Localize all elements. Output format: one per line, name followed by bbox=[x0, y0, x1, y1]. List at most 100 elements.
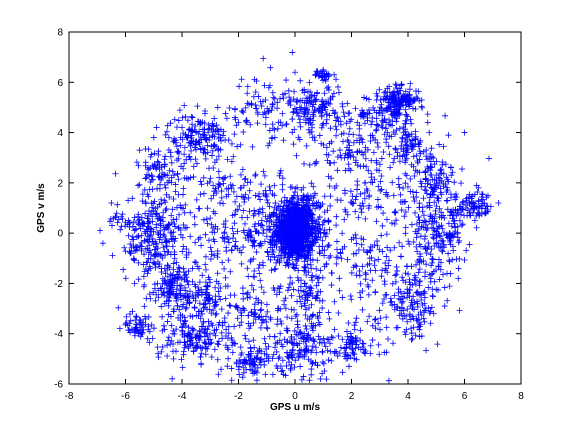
x-tick-label: -8 bbox=[65, 391, 74, 402]
data-point bbox=[289, 204, 296, 211]
data-point bbox=[439, 271, 446, 278]
data-point bbox=[218, 329, 225, 336]
data-point bbox=[368, 157, 375, 164]
data-point bbox=[377, 315, 384, 322]
data-point bbox=[460, 201, 467, 208]
data-point bbox=[167, 120, 174, 127]
data-point bbox=[271, 134, 278, 141]
data-point bbox=[279, 175, 286, 182]
data-point bbox=[284, 327, 291, 334]
data-point bbox=[288, 351, 295, 358]
data-point bbox=[343, 120, 350, 127]
data-point bbox=[479, 191, 486, 198]
data-point bbox=[406, 279, 413, 286]
data-point bbox=[136, 216, 143, 223]
data-point bbox=[165, 134, 172, 141]
data-point bbox=[197, 354, 204, 361]
data-point bbox=[413, 289, 420, 296]
data-point bbox=[271, 287, 278, 294]
data-point bbox=[440, 183, 447, 190]
data-point bbox=[223, 115, 230, 122]
data-point bbox=[382, 267, 389, 274]
data-point bbox=[403, 132, 410, 139]
data-point bbox=[184, 290, 191, 297]
data-point bbox=[270, 94, 277, 101]
data-point bbox=[225, 330, 232, 337]
data-point bbox=[444, 197, 451, 204]
data-point bbox=[205, 121, 212, 128]
data-point bbox=[383, 136, 390, 143]
data-point bbox=[208, 339, 215, 346]
data-point bbox=[443, 197, 450, 204]
data-point bbox=[198, 181, 205, 188]
data-point bbox=[189, 278, 196, 285]
data-point bbox=[208, 195, 215, 202]
data-point bbox=[222, 274, 229, 281]
data-point bbox=[275, 355, 282, 362]
data-point bbox=[440, 242, 447, 249]
data-point bbox=[408, 120, 415, 127]
data-point bbox=[402, 224, 409, 231]
data-point bbox=[204, 180, 211, 187]
data-point bbox=[409, 313, 416, 320]
data-point bbox=[451, 220, 458, 227]
data-point bbox=[301, 347, 308, 354]
data-point bbox=[166, 167, 173, 174]
data-point bbox=[127, 241, 134, 248]
data-point bbox=[399, 243, 406, 250]
data-point bbox=[379, 222, 386, 229]
data-point bbox=[397, 198, 404, 205]
data-point bbox=[169, 206, 176, 213]
data-point bbox=[387, 164, 394, 171]
data-point bbox=[221, 230, 228, 237]
data-point bbox=[392, 145, 399, 152]
data-point bbox=[323, 116, 330, 123]
data-point bbox=[263, 355, 270, 362]
data-point bbox=[393, 263, 400, 270]
data-point bbox=[217, 285, 224, 292]
data-point bbox=[224, 156, 231, 163]
data-point bbox=[184, 277, 191, 284]
data-point bbox=[403, 263, 410, 270]
data-point bbox=[162, 153, 169, 160]
data-point bbox=[237, 185, 244, 192]
data-point bbox=[290, 341, 297, 348]
data-point bbox=[187, 127, 194, 134]
data-point bbox=[276, 258, 283, 265]
data-point bbox=[261, 361, 268, 368]
data-point bbox=[313, 68, 320, 75]
data-point bbox=[233, 122, 240, 129]
data-point bbox=[145, 267, 152, 274]
data-point bbox=[418, 312, 425, 319]
data-point bbox=[251, 237, 258, 244]
data-point bbox=[422, 169, 429, 176]
data-point bbox=[174, 170, 181, 177]
data-point bbox=[410, 293, 417, 300]
data-point bbox=[448, 172, 455, 179]
data-point bbox=[188, 113, 195, 120]
data-point bbox=[471, 206, 478, 213]
data-point bbox=[216, 174, 223, 181]
data-point bbox=[313, 265, 320, 272]
data-point bbox=[391, 155, 398, 162]
data-point bbox=[320, 66, 327, 73]
data-point bbox=[421, 217, 428, 224]
data-point bbox=[374, 139, 381, 146]
x-tick-label: 4 bbox=[405, 391, 411, 402]
data-point bbox=[280, 238, 287, 245]
data-point bbox=[161, 232, 168, 239]
data-point bbox=[308, 371, 315, 378]
data-point bbox=[323, 376, 330, 383]
data-point bbox=[408, 299, 415, 306]
data-point bbox=[336, 350, 343, 357]
data-point bbox=[334, 246, 341, 253]
data-point bbox=[292, 227, 299, 234]
data-point bbox=[269, 89, 276, 96]
data-point bbox=[420, 315, 427, 322]
data-point bbox=[406, 241, 413, 248]
data-point bbox=[138, 243, 145, 250]
data-point bbox=[319, 348, 326, 355]
data-point bbox=[416, 333, 423, 340]
data-point bbox=[166, 194, 173, 201]
data-point bbox=[435, 197, 442, 204]
